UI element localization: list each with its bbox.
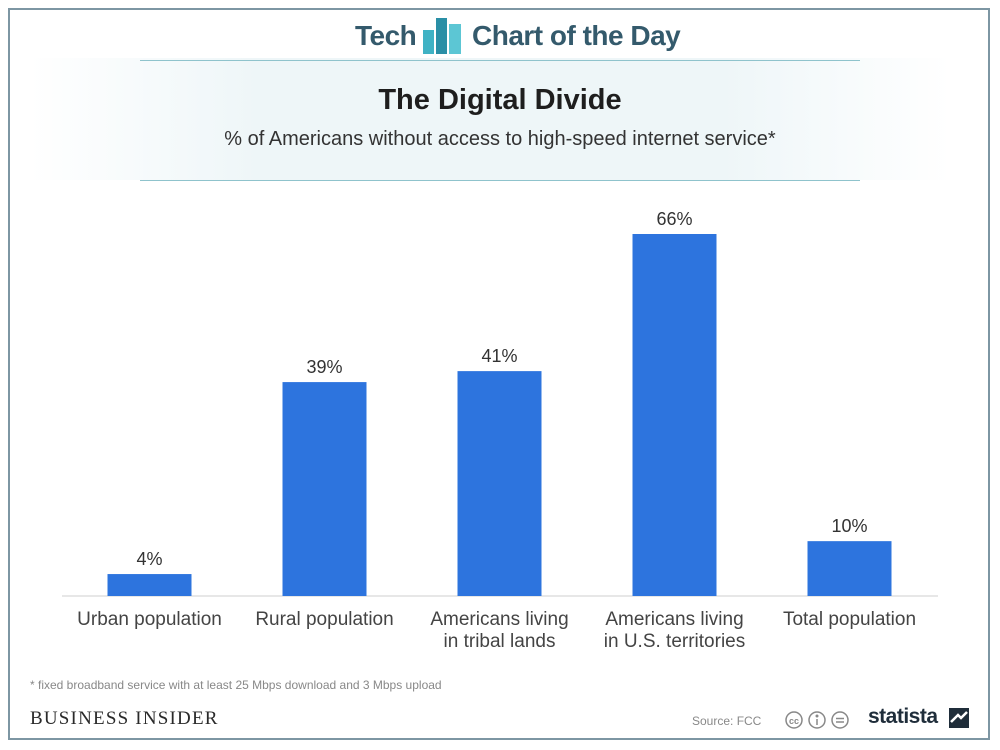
chart-frame — [8, 8, 990, 740]
category-label-1-0: Rural population — [255, 609, 393, 630]
category-label-3-1: in U.S. territories — [604, 631, 745, 652]
statista-logo: statista — [868, 705, 938, 728]
noderivs-icon — [831, 711, 849, 729]
statista-mark-icon — [949, 708, 969, 728]
chart-title: The Digital Divide — [378, 84, 622, 116]
business-insider-logo: BUSINESS INSIDER — [30, 708, 219, 729]
bar-0 — [107, 574, 192, 596]
bar-2 — [457, 371, 542, 596]
category-label-4-0: Total population — [783, 609, 916, 630]
title-band — [30, 58, 950, 180]
bar-1 — [282, 382, 367, 596]
brand-header: Tech Chart of the Day — [0, 14, 1000, 58]
chart-subtitle: % of Americans without access to high-sp… — [224, 128, 776, 150]
category-label-2-1: in tribal lands — [444, 631, 556, 652]
value-label-0: 4% — [136, 549, 162, 569]
value-label-2: 41% — [481, 346, 517, 366]
value-label-1: 39% — [306, 357, 342, 377]
value-label-4: 10% — [831, 516, 867, 536]
creative-commons-icons: cc — [785, 711, 849, 729]
bar-chart-logo-icon — [423, 18, 461, 54]
cc-icon: cc — [785, 711, 803, 729]
category-label-2-0: Americans living — [430, 609, 568, 630]
brand-chart-of-the-day-label: Chart of the Day — [472, 20, 681, 51]
title-rule-bottom — [140, 180, 860, 181]
bar-chart: 4% Urban population 39% Rural population 41%… — [62, 209, 938, 652]
footnote: * fixed broadband service with at least … — [30, 678, 442, 692]
attribution-icon — [808, 711, 826, 729]
category-label-0-0: Urban population — [77, 609, 222, 630]
brand-tech-label: Tech — [355, 20, 417, 51]
bar-3 — [632, 234, 717, 596]
category-label-3-0: Americans living — [605, 609, 743, 630]
bar-4 — [807, 541, 892, 596]
title-rule-top — [140, 60, 860, 61]
value-label-3: 66% — [656, 209, 692, 229]
svg-text:cc: cc — [789, 716, 799, 726]
source-label: Source: FCC — [692, 714, 762, 728]
